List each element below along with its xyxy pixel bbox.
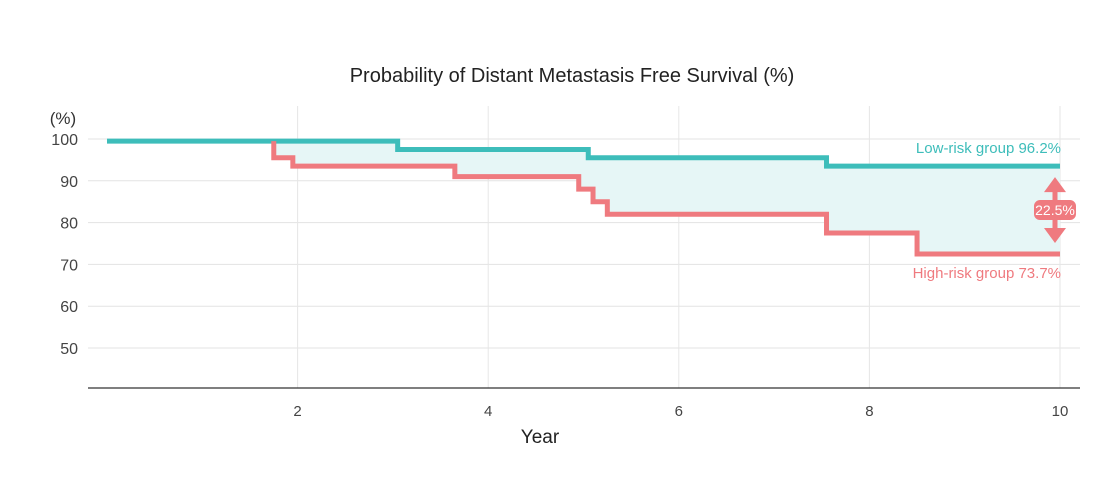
difference-arrow-head-down xyxy=(1044,227,1066,243)
tick-labels: 100 90 80 70 60 50 2 4 6 8 10 xyxy=(51,132,1068,420)
x-tick-label-10: 10 xyxy=(1052,403,1069,420)
x-axis-label: Year xyxy=(521,427,560,448)
annotations: Low-risk group 96.2% High-risk group 73.7… xyxy=(913,140,1076,282)
x-tick-label-8: 8 xyxy=(865,403,873,420)
series-line-low-risk xyxy=(107,138,1060,169)
difference-area xyxy=(273,141,1060,254)
series-line-high-risk xyxy=(271,141,1060,257)
low-risk-label: Low-risk group 96.2% xyxy=(916,140,1061,157)
difference-label-bg xyxy=(1034,200,1076,221)
y-tick-label-60: 60 xyxy=(60,299,78,316)
y-tick-label-100: 100 xyxy=(51,132,78,149)
y-axis-label: (%) xyxy=(50,109,76,128)
x-tick-label-6: 6 xyxy=(675,403,683,420)
x-tick-label-2: 2 xyxy=(293,403,301,420)
difference-label: 22.5% xyxy=(1035,202,1075,218)
x-tick-label-4: 4 xyxy=(484,403,492,420)
y-tick-label-50: 50 xyxy=(60,341,78,358)
difference-arrow-head-up xyxy=(1044,177,1066,193)
difference-fill xyxy=(273,141,1060,254)
series-lines xyxy=(107,138,1060,257)
y-tick-label-70: 70 xyxy=(60,257,78,274)
y-tick-label-80: 80 xyxy=(60,216,78,233)
chart-title: Probability of Distant Metastasis Free S… xyxy=(350,65,795,87)
high-risk-label: High-risk group 73.7% xyxy=(913,265,1061,282)
grid xyxy=(88,106,1080,389)
y-tick-label-90: 90 xyxy=(60,174,78,191)
